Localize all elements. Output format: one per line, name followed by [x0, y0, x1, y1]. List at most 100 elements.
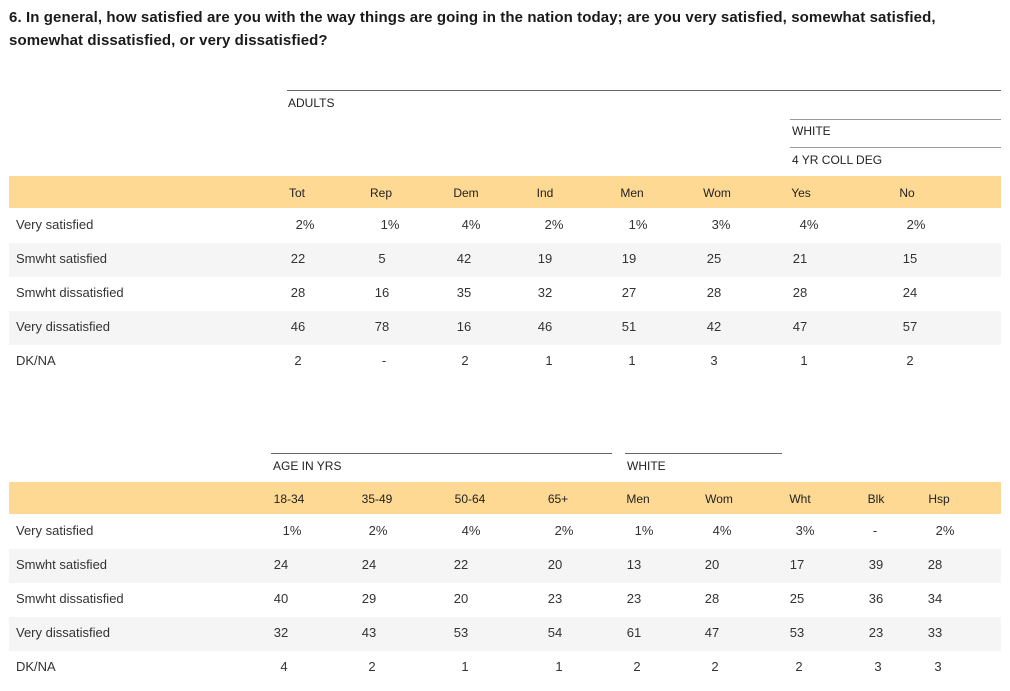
table-cell: 1: [800, 353, 808, 368]
table-cell: 2: [368, 659, 376, 674]
col-header-tot: Tot: [288, 186, 306, 200]
row-label: Very dissatisfied: [16, 625, 110, 640]
table-cell: 20: [453, 591, 469, 606]
table-cell: 42: [456, 251, 472, 266]
col-header-ind: Ind: [536, 186, 554, 200]
table-cell: 3: [710, 353, 718, 368]
table-cell: 2: [795, 659, 803, 674]
table-row: Very dissatisfied 32 43 53 54 61 47 53 2…: [9, 617, 1001, 651]
table-cell: 16: [456, 319, 472, 334]
table-cell: 35: [456, 285, 472, 300]
group-label-age-in-yrs: AGE IN YRS: [273, 459, 342, 473]
coll-group-rule: [790, 147, 1001, 148]
table-cell: 1: [461, 659, 469, 674]
table1-header-band: Tot Rep Dem Ind Men Wom Yes No: [9, 176, 1001, 208]
table-cell: 2: [711, 659, 719, 674]
table-cell: 23: [868, 625, 884, 640]
table-row: Smwht dissatisfied 40 29 20 23 23 28 25 …: [9, 583, 1001, 617]
table-cell: 1: [545, 353, 553, 368]
table-cell: 2%: [906, 217, 926, 232]
table-cell: 28: [704, 591, 720, 606]
table-cell: 17: [789, 557, 805, 572]
table-cell: 57: [902, 319, 918, 334]
table-cell: 5: [378, 251, 386, 266]
table-cell: 53: [453, 625, 469, 640]
table-cell: 1%: [380, 217, 400, 232]
table-cell: 1%: [282, 523, 302, 538]
table-cell: 20: [547, 557, 563, 572]
table-cell: 3%: [711, 217, 731, 232]
table-cell: 22: [453, 557, 469, 572]
table-cell: 29: [361, 591, 377, 606]
table-cell: 2: [633, 659, 641, 674]
table-cell: 3%: [795, 523, 815, 538]
col-header-wht: Wht: [789, 492, 811, 506]
table-cell: 1: [555, 659, 563, 674]
table-cell: 28: [290, 285, 306, 300]
table-cell: -: [872, 523, 878, 538]
table-cell: 2: [906, 353, 914, 368]
row-label: Smwht dissatisfied: [16, 591, 124, 606]
table-row: Very satisfied 2% 1% 4% 2% 1% 3% 4% 2%: [9, 209, 1001, 243]
table-cell: 1%: [634, 523, 654, 538]
table-cell: 27: [621, 285, 637, 300]
table-row: DK/NA 4 2 1 1 2 2 2 3 3: [9, 651, 1001, 685]
table-cell: 36: [868, 591, 884, 606]
col-header-hsp: Hsp: [928, 492, 950, 506]
row-label: Very satisfied: [16, 523, 94, 538]
table-cell: 2%: [554, 523, 574, 538]
table-cell: 54: [547, 625, 563, 640]
row-label: Smwht dissatisfied: [16, 285, 124, 300]
table-cell: 3: [874, 659, 882, 674]
table-cell: 46: [537, 319, 553, 334]
table-cell: 40: [273, 591, 289, 606]
row-label: Very dissatisfied: [16, 319, 110, 334]
table-cell: 20: [704, 557, 720, 572]
table-cell: 23: [547, 591, 563, 606]
row-label: Smwht satisfied: [16, 251, 108, 266]
group-label-adults: ADULTS: [288, 96, 335, 110]
table-cell: 28: [792, 285, 808, 300]
table-cell: 4%: [712, 523, 732, 538]
white-group-rule: [790, 119, 1001, 120]
col-header-rep: Rep: [369, 186, 393, 200]
question-text: 6. In general, how satisfied are you wit…: [9, 9, 936, 49]
table-row: Very satisfied 1% 2% 4% 2% 1% 4% 3% - 2%: [9, 515, 1001, 549]
table-cell: 28: [706, 285, 722, 300]
table-cell: 47: [792, 319, 808, 334]
table2-header-band: 18-34 35-49 50-64 65+ Men Wom Wht Blk Hs…: [9, 482, 1001, 514]
table-cell: 78: [374, 319, 390, 334]
table-cell: 1%: [628, 217, 648, 232]
row-label: Very satisfied: [16, 217, 94, 232]
table-row: Very dissatisfied 46 78 16 46 51 42 47 5…: [9, 311, 1001, 345]
col-header-65plus: 65+: [547, 492, 569, 506]
table-row: Smwht dissatisfied 28 16 35 32 27 28 28 …: [9, 277, 1001, 311]
table-cell: 1: [628, 353, 636, 368]
col-header-wom-2: Wom: [705, 492, 733, 506]
table-cell: 33: [927, 625, 943, 640]
group-label-white: WHITE: [792, 124, 831, 138]
table-cell: 32: [537, 285, 553, 300]
table-cell: 2%: [935, 523, 955, 538]
table-cell: 4%: [799, 217, 819, 232]
col-header-men-2: Men: [626, 492, 650, 506]
table-cell: 2: [294, 353, 302, 368]
table-cell: 43: [361, 625, 377, 640]
table-cell: 28: [927, 557, 943, 572]
table-cell: 34: [927, 591, 943, 606]
table-cell: 2: [461, 353, 469, 368]
table-cell: 4%: [461, 217, 481, 232]
col-header-wom: Wom: [703, 186, 731, 200]
table-row: Smwht satisfied 24 24 22 20 13 20 17 39 …: [9, 549, 1001, 583]
col-header-dem: Dem: [453, 186, 479, 200]
table-cell: 51: [621, 319, 637, 334]
table-cell: 13: [626, 557, 642, 572]
table-cell: 47: [704, 625, 720, 640]
table-cell: 2%: [368, 523, 388, 538]
table-cell: 24: [361, 557, 377, 572]
table-cell: 61: [626, 625, 642, 640]
table-cell: 4: [280, 659, 288, 674]
age-group-rule: [271, 453, 612, 454]
adults-group-rule: [287, 90, 1001, 91]
table-row: DK/NA 2 - 2 1 1 3 1 2: [9, 345, 1001, 379]
